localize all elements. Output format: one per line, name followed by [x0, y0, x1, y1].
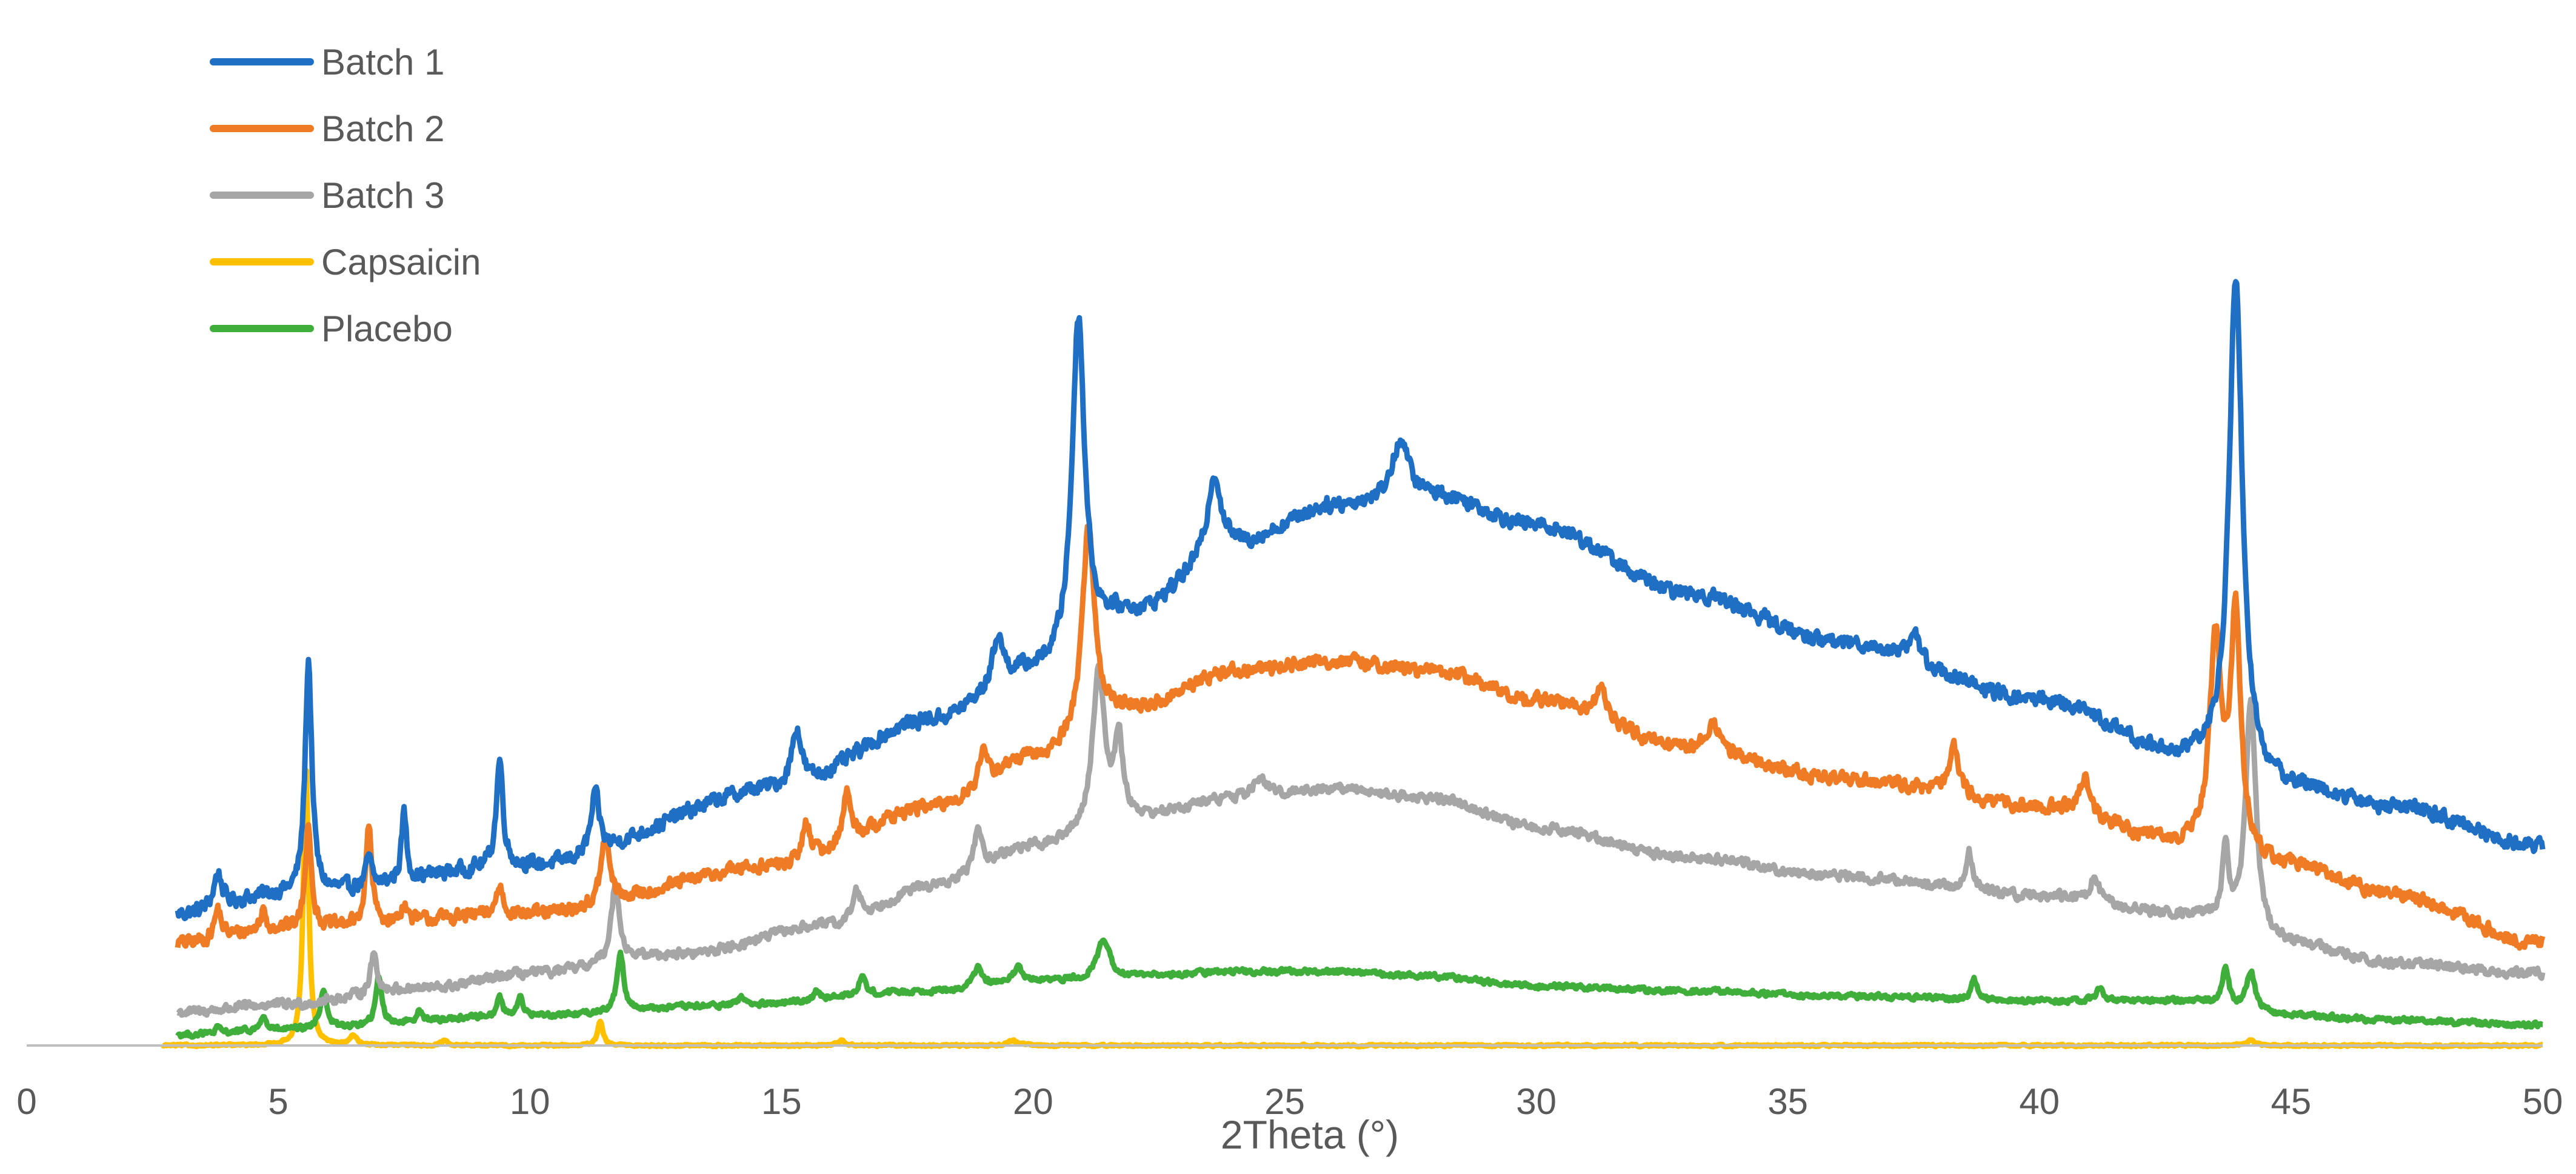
x-axis-title: 2Theta (°) [1221, 1112, 1399, 1157]
plot-area [160, 279, 2546, 1050]
x-tick-label: 10 [510, 1081, 550, 1122]
x-axis-ticks: 0 5 10 15 20 25 30 35 40 45 50 [16, 1081, 2563, 1122]
legend-label: Batch 3 [321, 175, 444, 216]
x-tick-label: 50 [2523, 1081, 2563, 1122]
x-tick-label: 0 [16, 1081, 36, 1122]
x-tick-label: 35 [1767, 1081, 1808, 1122]
legend: Batch 1 Batch 2 Batch 3 Capsaicin Placebo [210, 42, 481, 349]
series-line-batch-2 [175, 524, 2546, 951]
series-line-batch-1 [175, 279, 2546, 921]
x-tick-label: 5 [268, 1081, 288, 1122]
x-tick-label: 30 [1516, 1081, 1557, 1122]
legend-item-batch-3: Batch 3 [210, 175, 444, 216]
legend-item-placebo: Placebo [210, 309, 453, 349]
series-line-placebo [175, 937, 2544, 1040]
legend-item-capsaicin: Capsaicin [210, 242, 481, 282]
x-tick-label: 20 [1013, 1081, 1053, 1122]
legend-label: Batch 1 [321, 42, 444, 82]
x-tick-label: 25 [1264, 1081, 1305, 1122]
legend-item-batch-2: Batch 2 [210, 108, 444, 149]
legend-item-batch-1: Batch 1 [210, 42, 444, 82]
x-tick-label: 45 [2271, 1081, 2312, 1122]
legend-label: Placebo [321, 309, 453, 349]
series-line-batch-3 [176, 662, 2546, 1018]
x-tick-label: 40 [2019, 1081, 2060, 1122]
legend-label: Batch 2 [321, 108, 444, 149]
x-tick-label: 15 [761, 1081, 802, 1122]
legend-label: Capsaicin [321, 242, 481, 282]
